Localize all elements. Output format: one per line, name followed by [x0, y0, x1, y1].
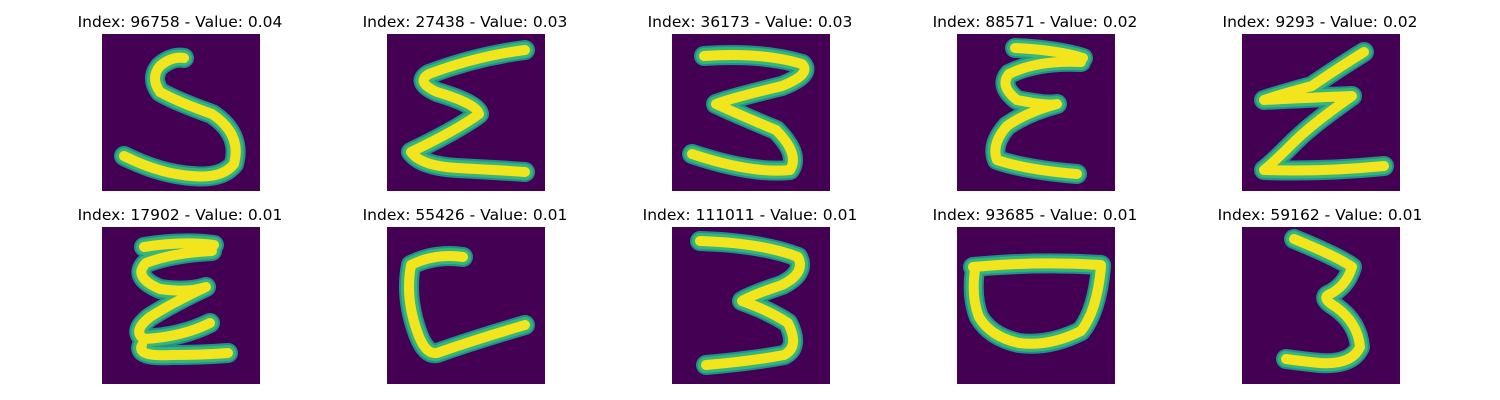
- panel-title: Index: 59162 - Value: 0.01: [1170, 205, 1470, 225]
- digit-glyph: [957, 227, 1115, 384]
- digit-image: [387, 227, 545, 384]
- panel-title: Index: 88571 - Value: 0.02: [885, 12, 1185, 32]
- panel-title: Index: 96758 - Value: 0.04: [30, 12, 330, 32]
- digit-glyph: [1242, 34, 1400, 191]
- digit-glyph: [387, 227, 545, 384]
- digit-image: [1242, 34, 1400, 191]
- panel-title: Index: 27438 - Value: 0.03: [315, 12, 615, 32]
- digit-panel-4: Index: 88571 - Value: 0.02: [885, 12, 1185, 202]
- digit-panel-9: Index: 93685 - Value: 0.01: [885, 205, 1185, 395]
- digit-image: [957, 34, 1115, 191]
- digit-panel-1: Index: 96758 - Value: 0.04: [30, 12, 330, 202]
- digit-image: [957, 227, 1115, 384]
- digit-glyph: [387, 34, 545, 191]
- digit-panel-6: Index: 17902 - Value: 0.01: [30, 205, 330, 395]
- digit-panel-3: Index: 36173 - Value: 0.03: [600, 12, 900, 202]
- digit-image: [672, 34, 830, 191]
- digit-panel-5: Index: 9293 - Value: 0.02: [1170, 12, 1470, 202]
- digit-glyph: [672, 227, 830, 384]
- digit-panel-7: Index: 55426 - Value: 0.01: [315, 205, 615, 395]
- panel-title: Index: 93685 - Value: 0.01: [885, 205, 1185, 225]
- digit-panel-10: Index: 59162 - Value: 0.01: [1170, 205, 1470, 395]
- panel-title: Index: 9293 - Value: 0.02: [1170, 12, 1470, 32]
- digit-glyph: [1242, 227, 1400, 384]
- digit-glyph: [672, 34, 830, 191]
- digit-image: [1242, 227, 1400, 384]
- digit-glyph: [957, 34, 1115, 191]
- digit-image: [387, 34, 545, 191]
- panel-title: Index: 111011 - Value: 0.01: [600, 205, 900, 225]
- digit-image: [102, 34, 260, 191]
- digit-image: [672, 227, 830, 384]
- digit-image: [102, 227, 260, 384]
- digit-glyph: [102, 227, 260, 384]
- panel-title: Index: 17902 - Value: 0.01: [30, 205, 330, 225]
- panel-title: Index: 36173 - Value: 0.03: [600, 12, 900, 32]
- digit-panel-8: Index: 111011 - Value: 0.01: [600, 205, 900, 395]
- panel-title: Index: 55426 - Value: 0.01: [315, 205, 615, 225]
- digit-panel-2: Index: 27438 - Value: 0.03: [315, 12, 615, 202]
- digit-glyph: [102, 34, 260, 191]
